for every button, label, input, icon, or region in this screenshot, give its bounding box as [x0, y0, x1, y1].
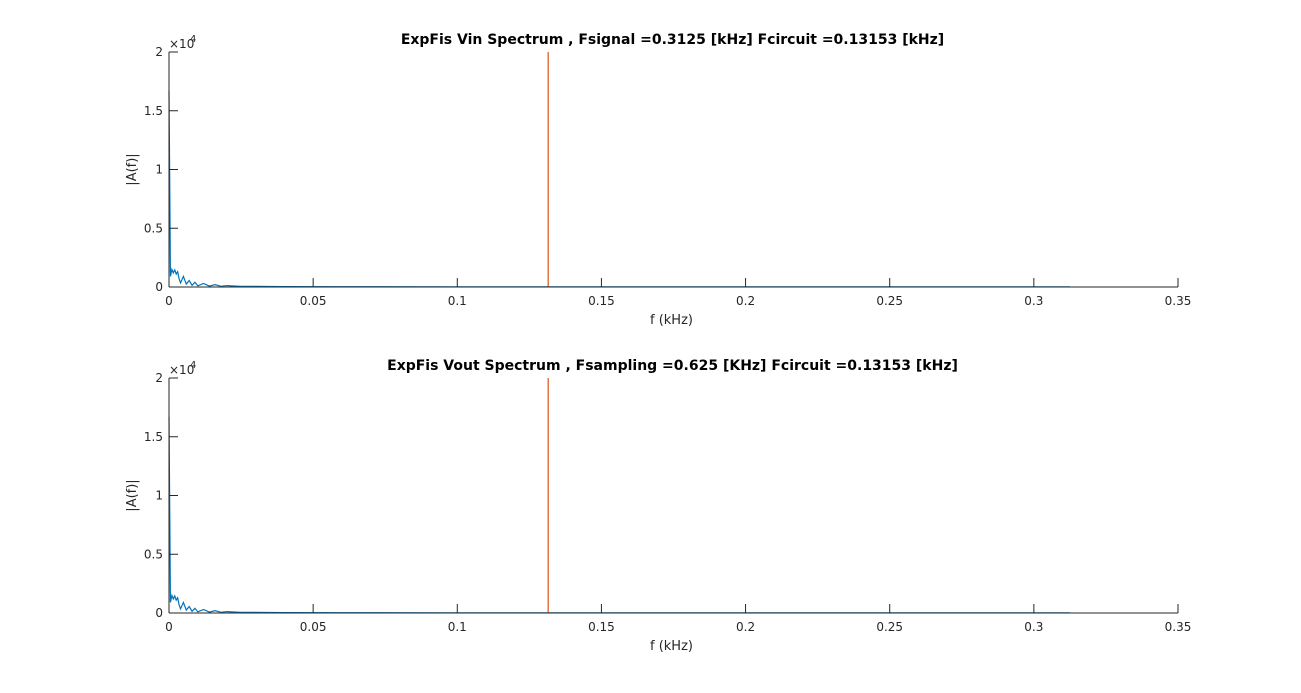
x-tick-label: 0.15 [588, 620, 615, 634]
x-tick-label: 0.3 [1024, 620, 1043, 634]
y-tick-label: 0.5 [144, 221, 163, 235]
y-exponent-label: ×10 [169, 363, 194, 377]
y-tick-label: 1 [155, 489, 163, 503]
y-axis-label: |A(f)| [125, 479, 140, 511]
x-tick-label: 0.35 [1165, 620, 1192, 634]
x-tick-label: 0.2 [736, 294, 755, 308]
y-exponent-label: ×10 [169, 37, 194, 51]
y-tick-label: 1.5 [144, 104, 163, 118]
x-tick-label: 0 [165, 294, 173, 308]
x-axis-label: f (kHz) [650, 639, 693, 654]
x-tick-label: 0.25 [876, 294, 903, 308]
subplot-2: 0 0.05 0.1 0.15 0.2 0.25 0.3 0.35 0 0.5 1 1.5 2 ×104 E… [125, 358, 1191, 654]
series-line-1 [168, 90, 1070, 288]
y-tick-label: 0 [155, 606, 163, 620]
y-exponent-power: 4 [190, 34, 196, 45]
subplot-1: 0 0.05 0.1 0.15 0.2 0.25 0.3 0.35 0 0.5 1 1.5 2 ×104 E… [125, 32, 1191, 328]
y-tick-label: 0 [155, 280, 163, 294]
x-tick-label: 0 [165, 620, 173, 634]
x-tick-label: 0.15 [588, 294, 615, 308]
x-tick-label: 0.05 [300, 294, 327, 308]
series-line-1 [168, 416, 1070, 614]
y-tick-label: 2 [155, 45, 163, 59]
x-tick-label: 0.2 [736, 620, 755, 634]
chart-title: ExpFis Vout Spectrum , Fsampling =0.625 … [387, 358, 958, 374]
y-tick-label: 2 [155, 371, 163, 385]
x-tick-label: 0.35 [1165, 294, 1192, 308]
x-tick-label: 0.1 [448, 620, 467, 634]
chart-title: ExpFis Vin Spectrum , Fsignal =0.3125 [k… [401, 32, 944, 48]
x-tick-label: 0.3 [1024, 294, 1043, 308]
y-tick-label: 0.5 [144, 547, 163, 561]
x-tick-label: 0.25 [876, 620, 903, 634]
x-tick-label: 0.1 [448, 294, 467, 308]
y-tick-label: 1 [155, 163, 163, 177]
y-exponent-power: 4 [190, 360, 196, 371]
x-axis-label: f (kHz) [650, 313, 693, 328]
y-axis-label: |A(f)| [125, 153, 140, 185]
y-tick-label: 1.5 [144, 430, 163, 444]
x-tick-label: 0.05 [300, 620, 327, 634]
